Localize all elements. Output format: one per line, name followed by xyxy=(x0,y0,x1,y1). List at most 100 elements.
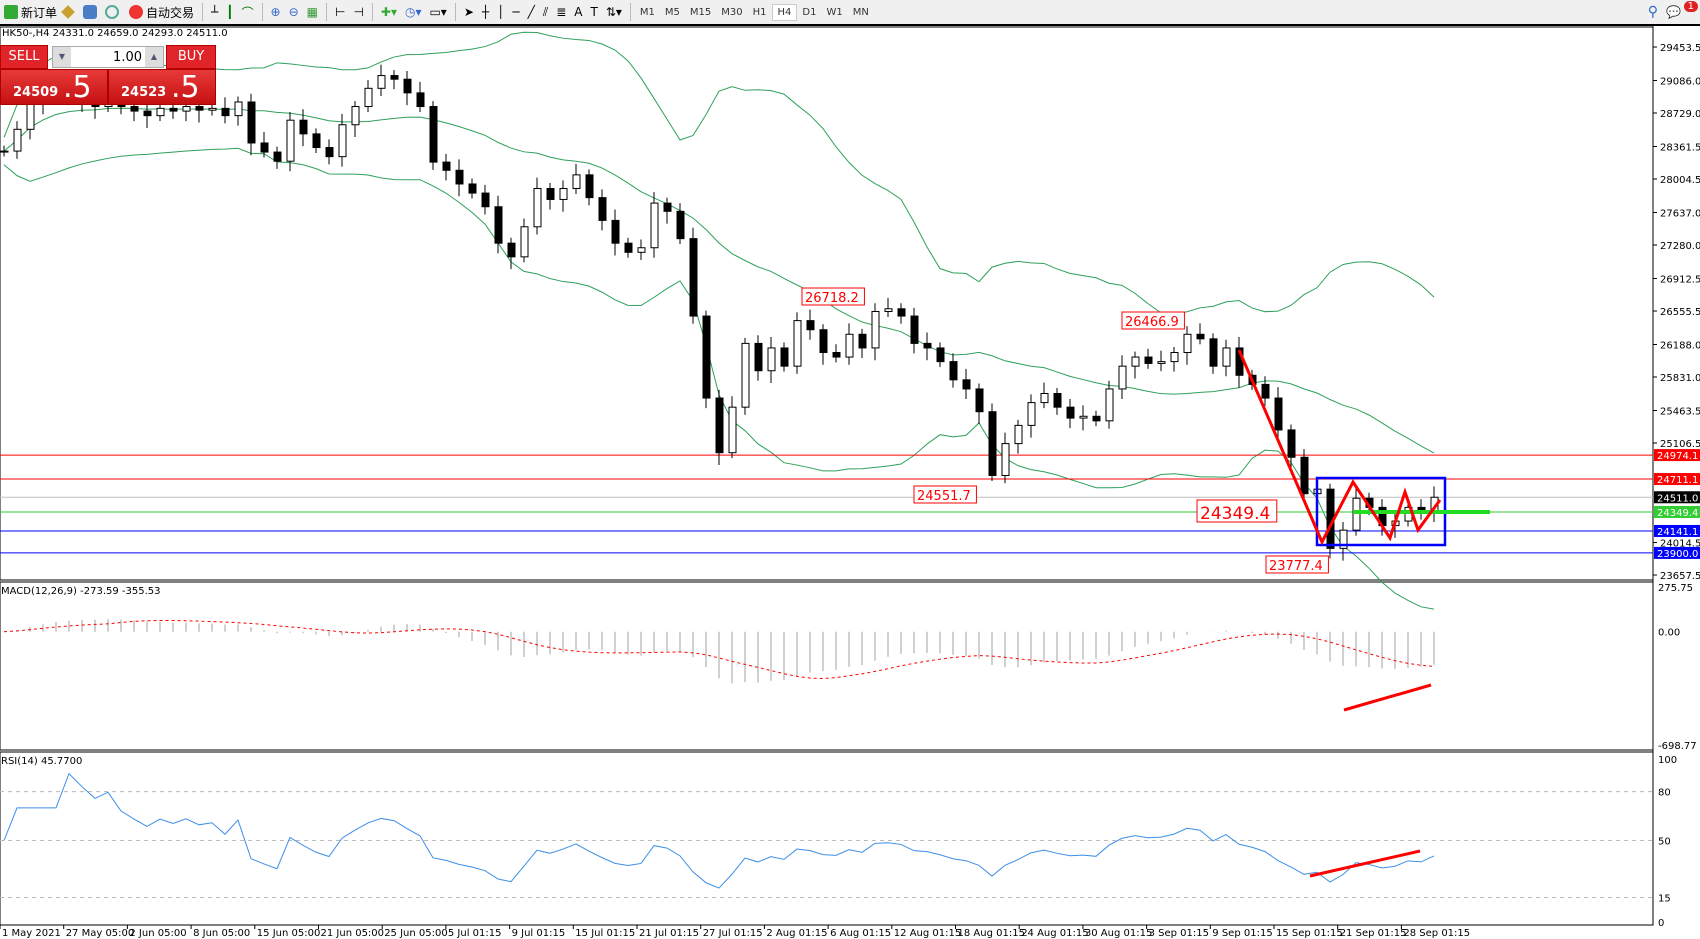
candle xyxy=(767,347,776,372)
vertical-line-icon[interactable]: │ xyxy=(497,5,505,19)
time-label: 9 Jul 01:15 xyxy=(512,928,566,939)
candle xyxy=(624,242,633,253)
time-label: 6 Aug 01:15 xyxy=(830,928,891,939)
bar-chart-button[interactable]: ┴ xyxy=(211,5,219,19)
macd-label: MACD(12,26,9) -273.59 -355.53 xyxy=(1,586,161,597)
templates-icon[interactable]: ▭▾ xyxy=(429,5,447,19)
tf-m30[interactable]: M30 xyxy=(721,6,743,18)
candle xyxy=(923,342,932,349)
text-label-icon[interactable]: T xyxy=(590,5,598,19)
search-icon[interactable]: ⚲ xyxy=(1647,4,1658,20)
candle xyxy=(520,226,529,258)
sell-button[interactable]: SELL xyxy=(0,45,48,69)
equidistant-channel-icon[interactable]: ⫽ xyxy=(542,4,549,19)
tf-m1[interactable]: M1 xyxy=(639,6,655,18)
price-tick-label: 28004.5 xyxy=(1660,175,1700,186)
text-icon[interactable]: A xyxy=(574,5,583,19)
price-annotation-box xyxy=(1196,499,1278,523)
candle xyxy=(637,247,646,253)
signals-icon[interactable] xyxy=(105,5,120,19)
price-annotation: 26466.9 xyxy=(1125,315,1179,330)
tf-d1[interactable]: D1 xyxy=(802,6,817,18)
candle xyxy=(806,320,815,331)
buy-price[interactable]: 24523.5 xyxy=(108,69,216,105)
candle xyxy=(416,92,425,108)
rsi-divergence-arrow xyxy=(1309,849,1421,878)
price-tag xyxy=(1654,473,1700,486)
tf-m15[interactable]: M15 xyxy=(689,6,712,18)
macd-divergence-arrow xyxy=(1343,683,1432,712)
candle xyxy=(1027,402,1036,426)
fibonacci-icon[interactable]: ≣ xyxy=(556,5,567,19)
horizontal-line-icon[interactable]: ─ xyxy=(512,5,520,19)
time-label: 21 Jul 01:15 xyxy=(639,928,699,939)
candle xyxy=(1157,361,1166,364)
candle xyxy=(1300,456,1309,495)
trendline-icon[interactable]: ╱ xyxy=(527,5,535,19)
price-annotation-box xyxy=(801,287,865,306)
chat-icon: 💬 xyxy=(1666,5,1681,19)
price-tag xyxy=(1654,491,1700,504)
lots-increase-button[interactable]: ▲ xyxy=(145,47,163,67)
tf-w1[interactable]: W1 xyxy=(826,6,843,18)
candle xyxy=(1144,356,1153,364)
time-label: 27 Jul 01:15 xyxy=(703,928,763,939)
bollinger-lower-band xyxy=(3,147,1435,610)
tf-h1[interactable]: H1 xyxy=(752,6,767,18)
candle xyxy=(0,150,9,153)
crosshair-icon[interactable]: ┼ xyxy=(481,5,490,19)
candle xyxy=(1352,497,1361,531)
candle xyxy=(247,101,256,144)
lots-decrease-button[interactable]: ▼ xyxy=(53,47,71,67)
candle xyxy=(234,101,243,117)
buy-button[interactable]: BUY xyxy=(166,45,216,69)
time-label: 28 Sep 01:15 xyxy=(1403,928,1470,939)
price-annotation: 26718.2 xyxy=(805,291,859,306)
auto-trading-icon xyxy=(129,5,144,19)
macd-signal-line xyxy=(3,619,1435,680)
time-label: 24 Aug 01:15 xyxy=(1021,928,1088,939)
bollinger-upper-band xyxy=(3,31,1435,316)
tile-windows-icon[interactable]: ▦ xyxy=(306,5,318,19)
autoscroll-icon[interactable]: ⊢ xyxy=(334,5,346,19)
tf-h4[interactable]: H4 xyxy=(771,3,798,21)
candle xyxy=(1053,392,1062,408)
navigator-icon[interactable] xyxy=(83,5,98,19)
macd-axis-label: -698.77 xyxy=(1658,741,1697,752)
cursor-icon[interactable]: ➤ xyxy=(463,5,474,19)
new-order-icon xyxy=(4,5,18,19)
arrows-icon[interactable]: ⇅▾ xyxy=(605,5,622,19)
price-tag xyxy=(1654,546,1700,559)
candle xyxy=(468,183,477,194)
rsi-pane-frame xyxy=(0,751,1654,926)
notifications-button[interactable]: 💬 1 xyxy=(1662,1,1700,23)
zoom-in-icon[interactable]: ⊕ xyxy=(270,5,281,19)
price-tick-label: 23657.5 xyxy=(1660,571,1700,582)
lots-input[interactable] xyxy=(71,47,145,67)
price-annotation-box xyxy=(1121,311,1185,330)
metaeditor-icon[interactable] xyxy=(61,5,75,19)
candlestick-button[interactable]: ┃ xyxy=(226,5,234,19)
periods-clock-icon[interactable]: ◷▾ xyxy=(404,5,422,19)
candle xyxy=(1079,415,1088,419)
tf-m5[interactable]: M5 xyxy=(664,6,680,18)
candle xyxy=(949,361,958,381)
auto-trading-button[interactable]: 自动交易 xyxy=(125,1,198,23)
candle xyxy=(260,142,269,153)
chart-shift-icon[interactable]: ⊣ xyxy=(353,5,364,19)
candle xyxy=(325,147,334,158)
price-annotation: 23777.4 xyxy=(1269,559,1323,574)
sell-price[interactable]: 24509.5 xyxy=(0,69,108,105)
indicators-icon[interactable]: ✚▾ xyxy=(380,5,397,19)
time-label: 21 Jun 05:00 xyxy=(321,928,385,939)
line-chart-button[interactable]: ⌒ xyxy=(241,5,254,20)
candle xyxy=(741,342,750,408)
price-chart[interactable]: 29453.5 29086.0 28729.0 28361.5 28004.5 27637… xyxy=(0,26,1700,939)
tf-mn[interactable]: MN xyxy=(852,6,869,18)
zoom-out-icon[interactable]: ⊖ xyxy=(288,5,299,19)
new-order-button[interactable]: 新订单 xyxy=(0,1,61,23)
toolbar: 新订单 自动交易 ┴ ┃ ⌒ ⊕ ⊖ ▦ ⊢ ⊣ ✚▾ ◷▾ ▭▾ ➤ ┼ │ … xyxy=(0,0,1700,26)
price-annotation-box xyxy=(913,485,977,504)
price-tag xyxy=(1654,524,1700,537)
candle xyxy=(845,333,854,358)
